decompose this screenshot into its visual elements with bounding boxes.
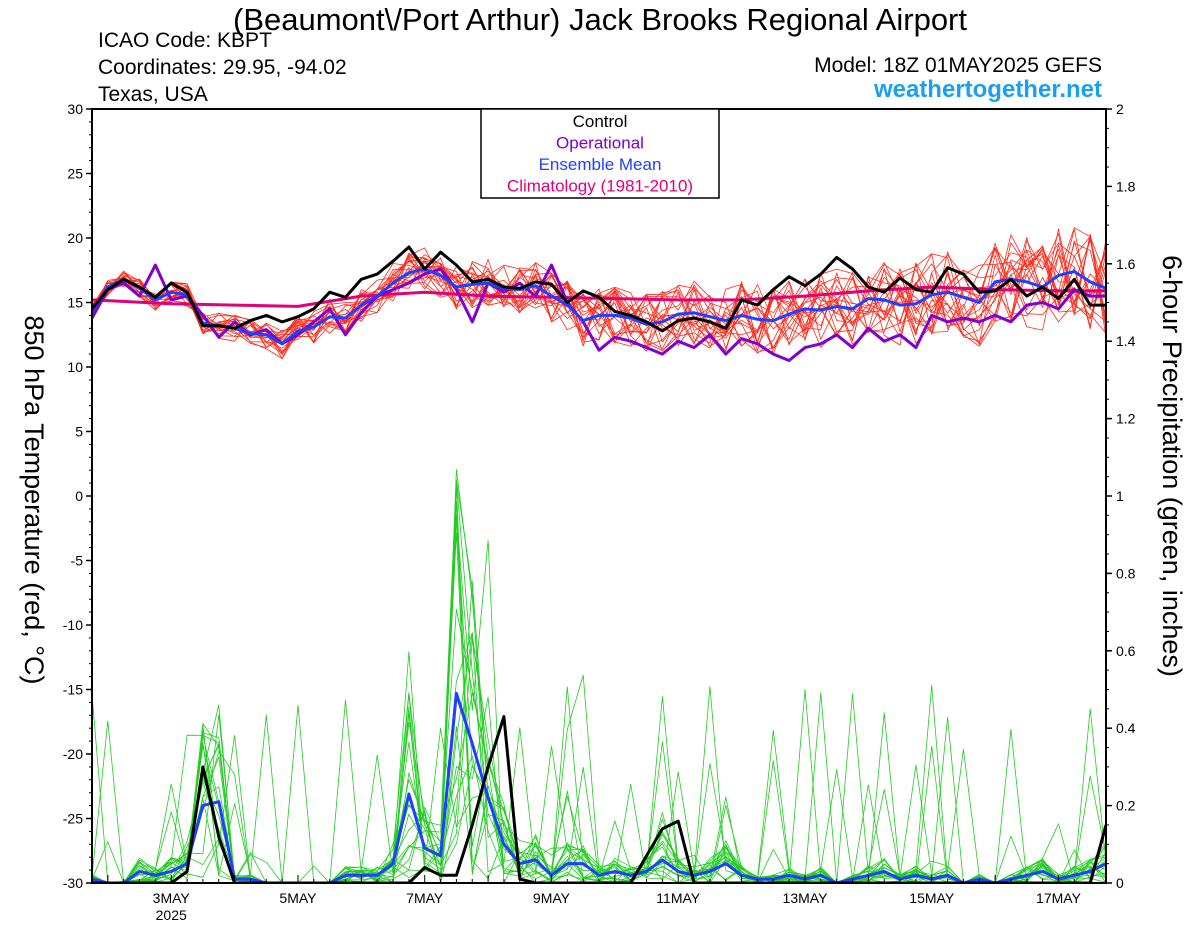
- precip-ensemble-member: [92, 693, 1106, 883]
- legend-box: [480, 108, 720, 199]
- precip-ensemble-member: [92, 638, 1106, 883]
- precip-tick-label: 1.4: [1116, 333, 1136, 349]
- year-label: 2025: [156, 907, 187, 923]
- precip-ensemble-member: [92, 500, 1106, 883]
- ensemble-mean-temperature-line: [92, 267, 1106, 346]
- temp-tick-label: 20: [67, 230, 83, 246]
- date-tick-label: 15MAY: [909, 890, 955, 906]
- temp-ensemble-member: [92, 251, 1106, 350]
- precip-ensemble-member: [92, 515, 1106, 883]
- precip-tick-label: 0: [1116, 875, 1124, 891]
- precip-ensemble-member: [92, 713, 1106, 883]
- temp-ensemble-member: [92, 236, 1106, 347]
- legend-item-label: Ensemble Mean: [539, 155, 662, 174]
- region-label: Texas, USA: [98, 83, 208, 106]
- date-tick-label: 5MAY: [279, 890, 317, 906]
- temp-tick-label: -15: [63, 682, 83, 698]
- precip-ensemble-member: [92, 513, 1106, 883]
- temp-tick-label: -10: [63, 617, 83, 633]
- operational-temperature-line: [92, 263, 1106, 362]
- temp-tick-label: 15: [67, 295, 83, 311]
- date-tick-label: 9MAY: [533, 890, 571, 906]
- temperature-axis-title: 850 hPa Temperature (red, °C): [19, 316, 49, 685]
- temp-tick-label: 30: [67, 101, 83, 117]
- precip-tick-label: 2: [1116, 101, 1124, 117]
- temp-tick-label: -25: [63, 811, 83, 827]
- plot-area: [92, 227, 1106, 883]
- temp-ensemble-member: [92, 228, 1106, 354]
- date-tick-label: 11MAY: [656, 890, 700, 906]
- precip-ensemble-member: [92, 696, 1106, 883]
- ensemble-mean-precipitation-line: [92, 691, 1106, 883]
- temp-ensemble-member: [92, 234, 1106, 350]
- precip-tick-label: 0.6: [1116, 643, 1136, 659]
- date-tick-label: 3MAY: [153, 890, 191, 906]
- date-tick-label: 7MAY: [406, 890, 444, 906]
- precip-ensemble-member: [92, 608, 1106, 883]
- temp-tick-label: -30: [63, 875, 83, 891]
- coordinates-label: Coordinates: 29.95, -94.02: [98, 56, 347, 79]
- precip-tick-label: 1.6: [1116, 256, 1136, 272]
- precip-tick-label: 0.2: [1116, 798, 1136, 814]
- legend-item-label: Control: [573, 112, 628, 131]
- climatology-1981-2010-temperature-line: [92, 285, 1106, 308]
- temp-ensemble-member: [92, 239, 1106, 350]
- precip-tick-label: 1.8: [1116, 178, 1136, 194]
- temp-tick-label: -5: [71, 553, 84, 569]
- temp-tick-label: -20: [63, 746, 83, 762]
- plot-frame: [91, 108, 1107, 884]
- model-run-label: Model: 18Z 01MAY2025 GEFS: [814, 54, 1102, 77]
- precip-ensemble-member: [92, 517, 1106, 883]
- temp-ensemble-member: [92, 235, 1106, 354]
- precip-tick-label: 1.2: [1116, 411, 1136, 427]
- legend-item-label: Operational: [556, 134, 644, 153]
- date-tick-label: 13MAY: [783, 890, 829, 906]
- chart-title: (Beaumont\/Port Arthur) Jack Brooks Regi…: [233, 2, 967, 37]
- temp-tick-label: 10: [67, 359, 83, 375]
- precip-ensemble-member: [92, 532, 1106, 883]
- temp-tick-label: 25: [67, 166, 83, 182]
- precip-tick-label: 1: [1116, 488, 1124, 504]
- icao-code-label: ICAO Code: KBPT: [98, 29, 272, 52]
- legend-item-label: Climatology (1981-2010): [507, 177, 693, 196]
- precip-tick-label: 0.4: [1116, 720, 1136, 736]
- precip-tick-label: 0.8: [1116, 565, 1136, 581]
- temp-tick-label: 5: [75, 424, 83, 440]
- website-link[interactable]: weathertogether.net: [873, 76, 1102, 103]
- date-tick-label: 17MAY: [1036, 890, 1082, 906]
- control-precipitation-line: [92, 715, 1106, 883]
- precip-ensemble-member: [92, 692, 1106, 883]
- control-temperature-line: [92, 245, 1106, 333]
- temp-tick-label: 0: [75, 488, 83, 504]
- precipitation-axis-title: 6-hour Precipitation (green, inches): [1157, 255, 1187, 677]
